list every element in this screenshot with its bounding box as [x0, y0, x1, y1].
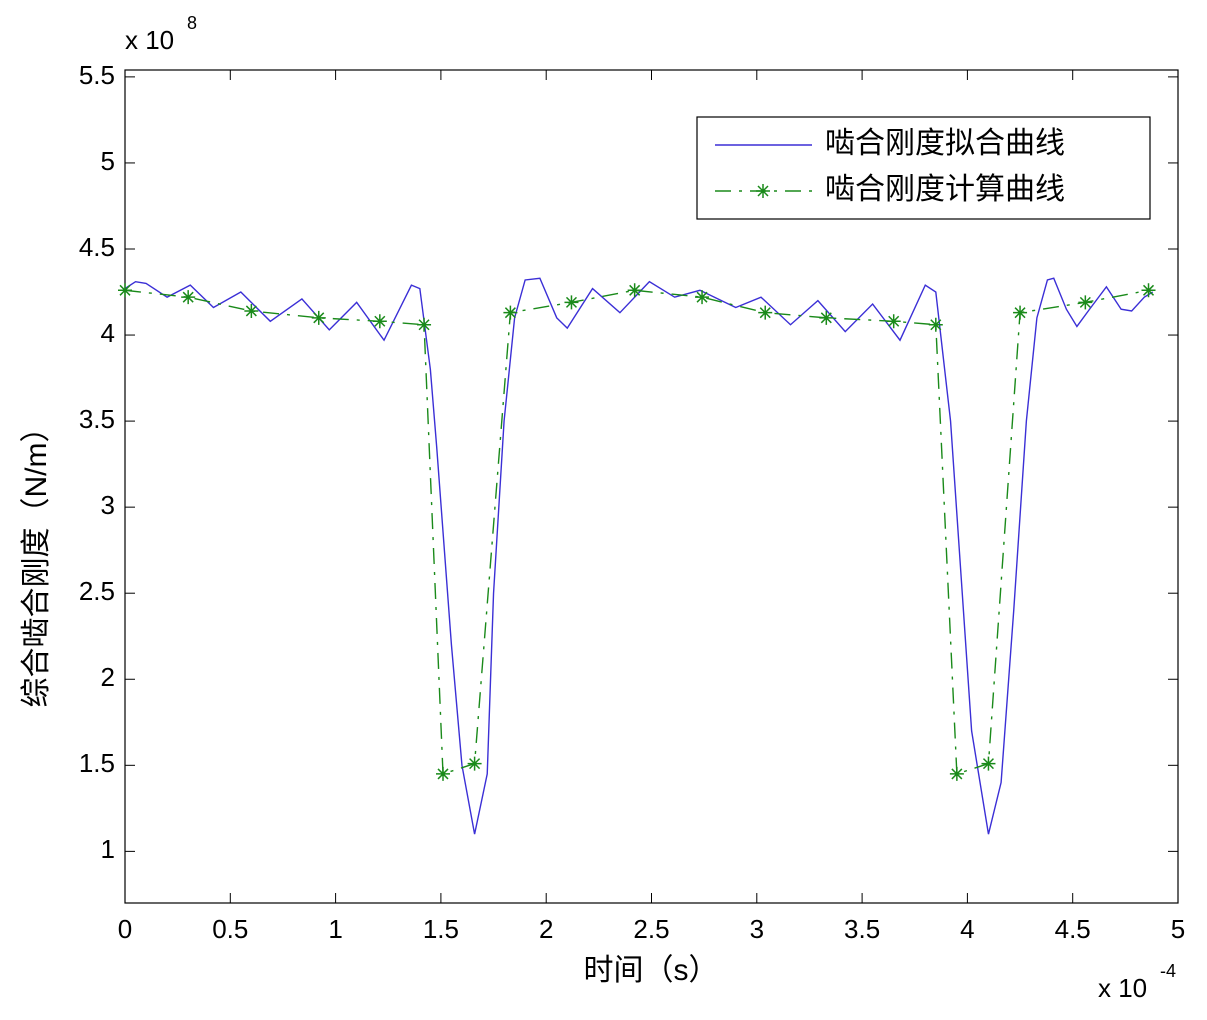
marker	[1141, 283, 1156, 298]
y-tick-label: 2	[101, 662, 115, 692]
x-tick-label: 3	[750, 914, 764, 944]
series-line	[124, 277, 1154, 835]
y-tick-label: 4	[101, 318, 115, 348]
x-tick-label: 5	[1171, 914, 1185, 944]
y-tick-label: 3	[101, 490, 115, 520]
marker	[1078, 295, 1093, 310]
x-tick-label: 4	[960, 914, 974, 944]
marker	[1013, 305, 1028, 320]
legend-label: 啮合刚度计算曲线	[825, 173, 1065, 206]
series-line	[124, 289, 1149, 775]
marker	[756, 184, 770, 198]
x-tick-label: 4.5	[1055, 914, 1091, 944]
x-tick-label: 3.5	[844, 914, 880, 944]
marker	[627, 283, 642, 298]
marker	[181, 290, 196, 305]
y-exponent: 8	[187, 13, 197, 33]
x-tick-label: 0	[118, 914, 132, 944]
y-axis-label: 综合啮合刚度（N/m）	[20, 413, 53, 708]
x-exponent: -4	[1160, 961, 1176, 981]
y-tick-label: 3.5	[79, 404, 115, 434]
x-tick-label: 2.5	[633, 914, 669, 944]
x-tick-label: 2	[539, 914, 553, 944]
marker	[503, 305, 518, 320]
legend-label: 啮合刚度拟合曲线	[825, 127, 1065, 160]
marker	[372, 314, 387, 329]
x-tick-label: 0.5	[212, 914, 248, 944]
y-tick-label: 4.5	[79, 232, 115, 262]
y-tick-label: 1.5	[79, 748, 115, 778]
marker	[564, 295, 579, 310]
x-axis-label: 时间（s）	[584, 954, 719, 987]
y-tick-label: 1	[101, 834, 115, 864]
marker	[118, 283, 132, 298]
x-multiplier: x 10	[1098, 973, 1147, 1003]
x-tick-label: 1.5	[423, 914, 459, 944]
marker	[244, 303, 259, 318]
marker	[436, 766, 451, 781]
marker	[758, 305, 773, 320]
marker	[981, 756, 996, 771]
marker	[417, 317, 432, 332]
y-multiplier: x 10	[125, 25, 174, 55]
marker	[311, 310, 326, 325]
y-tick-label: 5.5	[79, 60, 115, 90]
marker	[949, 766, 964, 781]
y-tick-label: 5	[101, 146, 115, 176]
legend-box	[696, 116, 1151, 220]
marker	[928, 317, 943, 332]
marker	[886, 314, 901, 329]
marker	[819, 310, 834, 325]
x-tick-label: 1	[328, 914, 342, 944]
marker	[467, 756, 482, 771]
marker	[695, 290, 710, 305]
y-tick-label: 2.5	[79, 576, 115, 606]
